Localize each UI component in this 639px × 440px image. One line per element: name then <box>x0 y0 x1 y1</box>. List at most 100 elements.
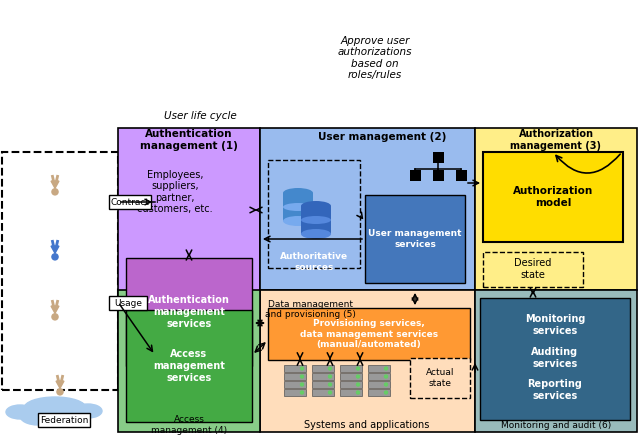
Circle shape <box>328 391 332 394</box>
Bar <box>260 290 475 432</box>
Bar <box>475 290 637 432</box>
Circle shape <box>52 254 58 260</box>
Circle shape <box>300 383 304 386</box>
Text: Auditing
services: Auditing services <box>532 347 578 369</box>
Text: Authorization
model: Authorization model <box>513 186 593 208</box>
Ellipse shape <box>74 404 102 418</box>
Ellipse shape <box>301 229 331 239</box>
Bar <box>312 389 334 396</box>
Text: Contract: Contract <box>111 198 150 206</box>
Text: Desired
state: Desired state <box>514 258 551 280</box>
Circle shape <box>385 367 387 370</box>
Bar <box>368 381 390 388</box>
Ellipse shape <box>301 201 331 211</box>
Bar <box>475 128 637 290</box>
Ellipse shape <box>283 188 313 198</box>
Ellipse shape <box>54 409 90 427</box>
Text: Monitoring
services: Monitoring services <box>525 314 585 336</box>
Bar <box>483 252 583 287</box>
Circle shape <box>300 375 304 378</box>
Bar <box>365 195 465 283</box>
Bar <box>368 373 390 380</box>
Ellipse shape <box>283 216 313 226</box>
Polygon shape <box>51 246 59 253</box>
Circle shape <box>385 391 387 394</box>
Bar <box>38 413 90 427</box>
Circle shape <box>385 383 387 386</box>
Bar <box>109 195 151 209</box>
Circle shape <box>52 314 58 320</box>
Bar <box>284 365 306 372</box>
Ellipse shape <box>20 407 56 425</box>
Text: User life cycle: User life cycle <box>164 111 236 121</box>
Circle shape <box>357 383 360 386</box>
Bar <box>480 298 630 420</box>
Polygon shape <box>56 381 64 388</box>
Circle shape <box>300 367 304 370</box>
Text: Access
management (4): Access management (4) <box>151 415 227 435</box>
Bar <box>126 258 252 366</box>
Bar <box>368 389 390 396</box>
Text: Actual
state: Actual state <box>426 368 454 388</box>
Circle shape <box>57 389 63 395</box>
Circle shape <box>300 391 304 394</box>
Polygon shape <box>51 306 59 313</box>
Text: Authoritative
sources: Authoritative sources <box>280 252 348 271</box>
Bar <box>118 290 260 432</box>
Text: Authentication
management
services: Authentication management services <box>148 295 230 329</box>
Ellipse shape <box>24 397 86 419</box>
Text: Monitoring and audit (6): Monitoring and audit (6) <box>501 421 611 429</box>
Ellipse shape <box>301 216 331 224</box>
Text: Provisioning services,
data management services
(manual/automated): Provisioning services, data management s… <box>300 319 438 349</box>
Bar <box>268 160 360 268</box>
Bar <box>410 169 420 180</box>
Text: Approve user
authorizations
based on
roles/rules: Approve user authorizations based on rol… <box>338 36 412 81</box>
Bar <box>312 381 334 388</box>
Bar <box>284 373 306 380</box>
Circle shape <box>328 383 332 386</box>
Bar <box>260 128 475 290</box>
Bar <box>410 358 470 398</box>
Ellipse shape <box>6 405 34 419</box>
Circle shape <box>328 367 332 370</box>
Circle shape <box>357 391 360 394</box>
Bar <box>312 365 334 372</box>
Text: Data management
and provisioning (5): Data management and provisioning (5) <box>265 300 356 319</box>
Bar <box>340 389 362 396</box>
Bar <box>483 152 623 242</box>
Bar <box>433 151 443 162</box>
Bar <box>340 381 362 388</box>
Bar <box>284 381 306 388</box>
Text: User management
services: User management services <box>368 229 462 249</box>
Circle shape <box>385 375 387 378</box>
Circle shape <box>357 367 360 370</box>
Circle shape <box>52 189 58 195</box>
Bar <box>368 365 390 372</box>
Text: Reporting
services: Reporting services <box>528 379 582 401</box>
Polygon shape <box>51 181 59 188</box>
Circle shape <box>357 375 360 378</box>
Circle shape <box>328 375 332 378</box>
Text: Systems and applications: Systems and applications <box>304 420 429 430</box>
Text: Employees,
suppliers,
partner,
customers, etc.: Employees, suppliers, partner, customers… <box>137 169 213 214</box>
Bar <box>301 206 331 234</box>
Text: Authorization
management (3): Authorization management (3) <box>511 129 601 151</box>
Bar <box>340 365 362 372</box>
Bar <box>126 310 252 422</box>
Text: Usage: Usage <box>114 298 142 308</box>
Bar <box>456 169 466 180</box>
Bar <box>268 308 470 360</box>
Bar <box>312 373 334 380</box>
Text: Access
management
services: Access management services <box>153 349 225 383</box>
Text: Authentication
management (1): Authentication management (1) <box>140 129 238 151</box>
Bar <box>284 389 306 396</box>
Bar <box>109 296 147 310</box>
Bar <box>433 169 443 180</box>
Bar <box>2 152 118 390</box>
Ellipse shape <box>283 203 313 211</box>
Bar <box>340 373 362 380</box>
Bar <box>283 193 313 221</box>
Text: Federation: Federation <box>40 415 88 425</box>
Bar <box>118 128 260 390</box>
Text: User management (2): User management (2) <box>318 132 447 142</box>
